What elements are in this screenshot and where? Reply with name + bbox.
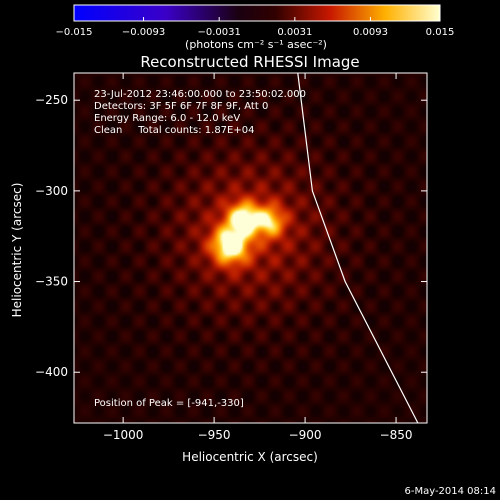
x-tick-label: −900 — [289, 428, 322, 442]
y-axis-ticks: −250 −300 −350 −400 — [35, 93, 427, 379]
plot-area — [74, 73, 427, 423]
colorbar-tick-label: −0.015 — [55, 27, 92, 38]
info-line-time-range: 23-Jul-2012 23:46:00.000 to 23:50:02.000 — [94, 89, 306, 100]
colorbar-tick-label: −0.0093 — [122, 27, 165, 38]
peak-position-label: Position of Peak = [-941,-330] — [94, 398, 244, 409]
y-tick-label: −350 — [35, 275, 68, 289]
y-tick-label: −400 — [35, 365, 68, 379]
info-line-counts: Clean Total counts: 1.87E+04 — [94, 125, 254, 136]
colorbar-tick-label: 0.0031 — [277, 27, 312, 38]
info-line-detectors: Detectors: 3F 5F 6F 7F 8F 9F, Att 0 — [94, 101, 268, 112]
colorbar — [73, 4, 441, 22]
colorbar-tick-label: 0.015 — [426, 27, 455, 38]
x-tick-label: −950 — [198, 428, 231, 442]
colorbar-ticks: −0.015 −0.0093 −0.0031 0.0031 0.0093 0.015 — [55, 17, 454, 38]
x-axis-ticks: −1000 −950 −900 −850 — [103, 73, 413, 442]
x-axis-label: Heliocentric X (arcsec) — [182, 450, 318, 464]
y-tick-label: −300 — [35, 184, 68, 198]
colorbar-tick-label: 0.0093 — [353, 27, 388, 38]
heatmap-image — [74, 73, 427, 423]
colorbar-unit-label: (photons cm⁻² s⁻¹ asec⁻²) — [185, 38, 327, 51]
y-tick-label: −250 — [35, 93, 68, 107]
info-block: 23-Jul-2012 23:46:00.000 to 23:50:02.000… — [94, 89, 306, 136]
y-axis-label: Heliocentric Y (arcsec) — [10, 183, 24, 318]
solar-limb-line — [297, 73, 419, 423]
info-line-energy: Energy Range: 6.0 - 12.0 keV — [94, 113, 240, 124]
x-tick-label: −850 — [380, 428, 413, 442]
x-tick-label: −1000 — [103, 428, 144, 442]
chart-title: Reconstructed RHESSI Image — [140, 53, 359, 71]
plot-frame — [73, 72, 428, 424]
footer-timestamp: 6-May-2014 08:14 — [404, 486, 496, 497]
colorbar-tick-label: −0.0031 — [197, 27, 240, 38]
